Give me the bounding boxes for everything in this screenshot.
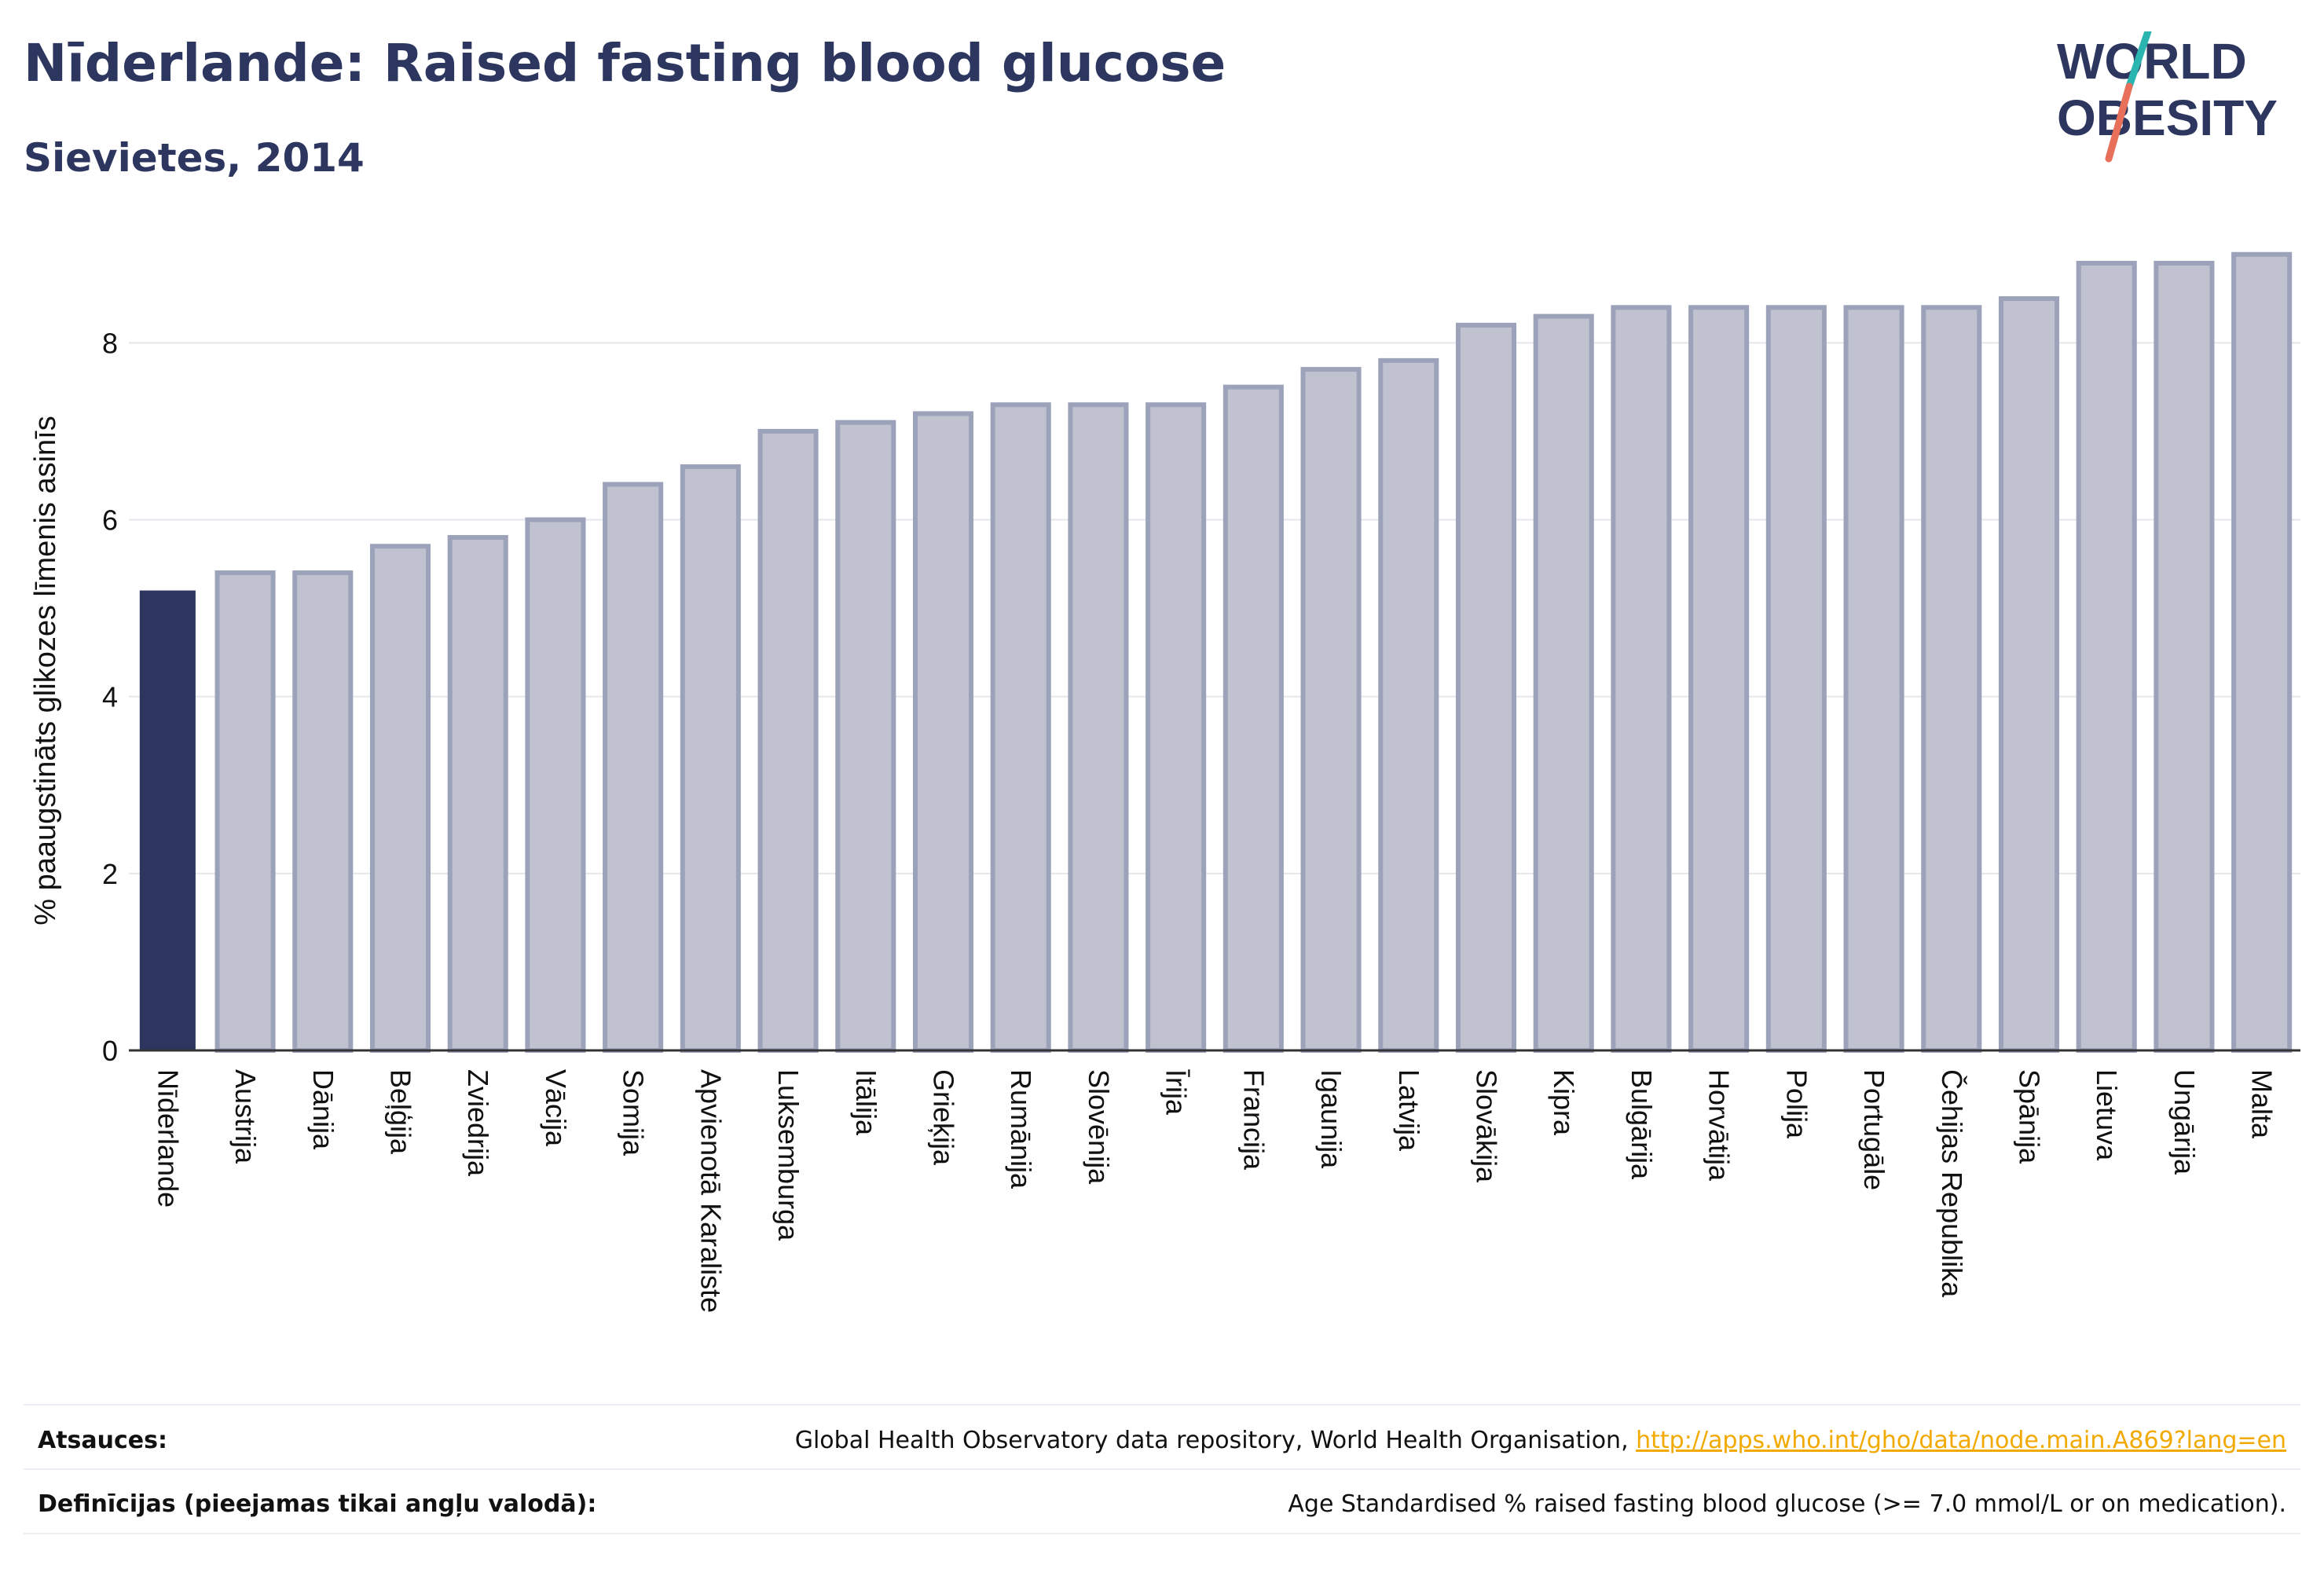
footer-divider-top [24,1404,2300,1406]
bar-23 [1921,305,1982,1053]
labels-layer: Nīderlande Austrija Dānija Beļģija Zviedrija… [152,1069,2278,1313]
sources-link[interactable]: http://apps.who.int/gho/data/node.main.A… [1636,1427,2286,1454]
x-tick-label: Malta [2246,1069,2278,1139]
bar-2 [292,570,354,1053]
bar-16 [1378,357,1439,1053]
y-tick-label: 0 [102,1035,118,1067]
bar-12 [1068,402,1129,1053]
footer-divider-middle [24,1468,2300,1470]
x-tick-label: Latvija [1393,1069,1425,1152]
x-tick-label: Zviedrija [462,1069,494,1177]
world-obesity-logo: WORLD OBESITY [2057,31,2278,163]
footer-divider-bottom [24,1533,2300,1534]
x-tick-label: Rumānija [1005,1069,1037,1189]
x-tick-label: Nīderlande [152,1069,184,1208]
chart-title: Nīderlande: Raised fasting blood glucose [24,33,1226,93]
x-tick-label: Grieķija [928,1069,960,1166]
chart-subtitle: Sievietes, 2014 [24,135,365,181]
y-tick-label: 4 [102,681,118,713]
bar-19 [1611,305,1672,1053]
bar-26 [2154,261,2215,1053]
x-tick-label: Somija [618,1069,650,1156]
definitions-label: Definīcijas (pieejamas tikai angļu valod… [38,1490,597,1518]
x-tick-label: Portugāle [1858,1069,1890,1190]
x-tick-label: Slovākija [1471,1069,1503,1183]
bar-5 [525,517,586,1053]
x-tick-label: Apvienotā Karaliste [695,1069,727,1313]
bar-14 [1222,384,1284,1054]
bar-24 [1998,296,2060,1053]
logo-word-world: WORLD [2057,33,2247,90]
x-tick-label: Igaunija [1315,1069,1347,1169]
x-tick-label: Īrija [1160,1069,1193,1116]
bar-9 [835,420,896,1053]
bar-18 [1533,313,1594,1054]
bar-3 [369,544,431,1053]
x-tick-label: Spānija [2014,1069,2046,1164]
bar-0 [139,590,196,1050]
bar-17 [1455,322,1517,1054]
bar-25 [2076,261,2137,1053]
bar-20 [1688,305,1750,1053]
y-tick-label: 6 [102,504,118,537]
logo-slash-bottom [2105,82,2133,163]
bar-1 [214,570,276,1053]
y-tick-label: 2 [102,858,118,890]
bar-7 [680,464,741,1053]
sources-label: Atsauces: [38,1427,167,1454]
bar-22 [1843,305,1904,1053]
x-tick-label: Bulgārija [1626,1069,1658,1180]
x-tick-label: Ungārija [2168,1069,2201,1175]
bar-27 [2231,251,2293,1054]
x-tick-label: Luksemburga [772,1069,805,1241]
bar-15 [1300,367,1362,1053]
x-tick-label: Francija [1237,1069,1270,1171]
y-axis-label: % paaugstināts glikozes līmenis asinīs [29,416,62,925]
x-tick-label: Polija [1780,1069,1813,1139]
x-tick-label: Lietuva [2091,1069,2123,1161]
sources-text: Global Health Observatory data repositor… [795,1427,2286,1454]
bar-21 [1765,305,1827,1053]
x-tick-label: Čehijas Republika [1936,1069,1968,1298]
bar-8 [757,428,819,1053]
bar-10 [912,411,974,1053]
x-tick-label: Itālija [850,1069,882,1136]
logo-slash-top [2125,31,2152,90]
x-tick-label: Beļģija [385,1069,417,1155]
x-tick-label: Horvātija [1703,1069,1736,1182]
bars-layer [139,251,2293,1054]
x-tick-label: Slovēnija [1083,1069,1115,1185]
bar-4 [447,535,508,1053]
x-tick-label: Vācija [540,1069,572,1147]
axis-layer: 0 2 4 6 8 [102,327,2300,1067]
x-tick-label: Austrija [229,1069,262,1164]
logo-word-obesity: OBESITY [2057,90,2278,146]
bar-11 [990,402,1051,1053]
x-tick-label: Dānija [307,1069,339,1150]
x-tick-label: Kipra [1548,1069,1580,1136]
definitions-text: Age Standardised % raised fasting blood … [1288,1490,2286,1518]
sources-description: Global Health Observatory data repositor… [794,1427,1637,1454]
bar-6 [603,482,664,1053]
y-tick-label: 8 [102,327,118,359]
bar-chart: 0 2 4 6 8 Nīderlande Austrija Dānija Beļģija Zvi… [29,251,2300,1313]
bar-13 [1146,402,1207,1053]
